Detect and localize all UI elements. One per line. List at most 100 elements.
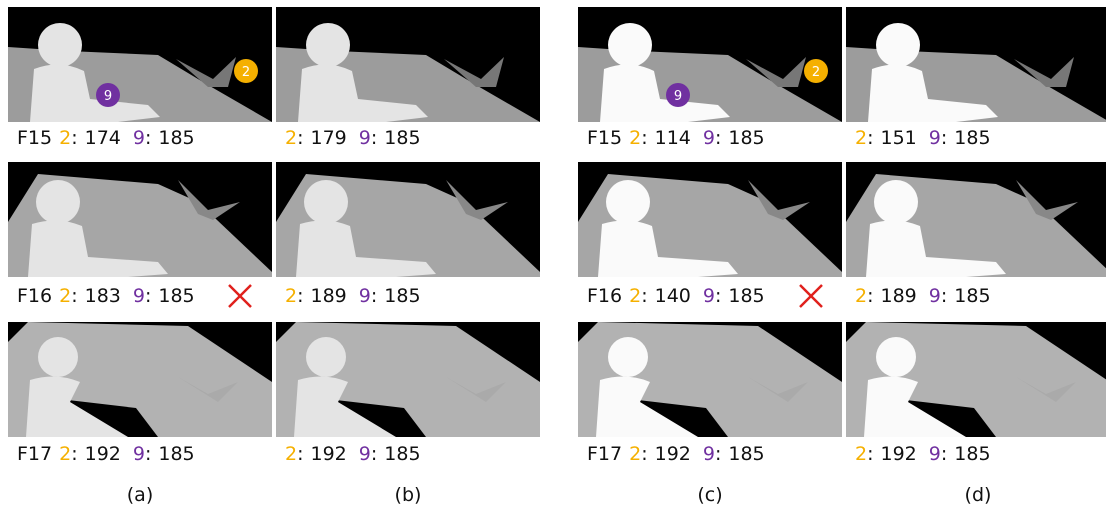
depth-value: 189: [881, 282, 917, 310]
object-id: 9: [929, 124, 941, 152]
depth-value: 185: [384, 282, 420, 310]
separator: :: [867, 124, 873, 152]
depth-image: [8, 322, 272, 437]
separator: :: [867, 282, 873, 310]
person-head: [306, 23, 350, 67]
depth-value: 179: [311, 124, 347, 152]
panel-label: (a): [110, 484, 170, 506]
panel-label: (d): [948, 484, 1008, 506]
depth-value: 192: [881, 440, 917, 468]
object-id: 9: [133, 440, 145, 468]
object-id: 2: [629, 440, 641, 468]
person-head: [608, 23, 652, 67]
separator: :: [297, 440, 303, 468]
separator: :: [715, 282, 721, 310]
depth-image: 92: [578, 7, 842, 122]
caption: 2:1929:185: [855, 440, 991, 468]
frame-label: F15: [587, 124, 622, 152]
object-id: 2: [59, 282, 71, 310]
separator: :: [371, 282, 377, 310]
separator: :: [371, 440, 377, 468]
person-head: [606, 180, 650, 224]
depth-image: [846, 162, 1106, 277]
depth-value: 185: [158, 282, 194, 310]
caption: F152:1749:185: [17, 124, 195, 152]
depth-image: 92: [8, 7, 272, 122]
depth-value: 192: [85, 440, 121, 468]
separator: :: [71, 282, 77, 310]
depth-value: 185: [954, 124, 990, 152]
caption: 2:1899:185: [855, 282, 991, 310]
depth-value: 140: [655, 282, 691, 310]
id-badge-label: 2: [242, 65, 250, 80]
separator: :: [641, 124, 647, 152]
separator: :: [145, 124, 151, 152]
separator: :: [71, 124, 77, 152]
depth-image: [8, 162, 272, 277]
person-head: [306, 337, 346, 377]
depth-image: [276, 322, 540, 437]
depth-value: 189: [311, 282, 347, 310]
depth-image: [578, 322, 842, 437]
depth-value: 185: [954, 282, 990, 310]
depth-value: 185: [158, 440, 194, 468]
error-cross: [229, 285, 251, 307]
separator: :: [941, 124, 947, 152]
depth-image: [276, 162, 540, 277]
object-id: 2: [629, 124, 641, 152]
object-id: 2: [855, 124, 867, 152]
depth-image: [846, 7, 1106, 122]
object-id: 2: [59, 124, 71, 152]
separator: :: [715, 440, 721, 468]
panel-label: (b): [378, 484, 438, 506]
caption: F162:1409:185: [587, 282, 765, 310]
separator: :: [71, 440, 77, 468]
depth-value: 174: [85, 124, 121, 152]
separator: :: [867, 440, 873, 468]
person-head: [36, 180, 80, 224]
object-id: 9: [703, 124, 715, 152]
object-id: 2: [285, 282, 297, 310]
object-id: 2: [59, 440, 71, 468]
object-id: 9: [929, 282, 941, 310]
depth-value: 185: [728, 124, 764, 152]
person-head: [38, 337, 78, 377]
frame-label: F16: [587, 282, 622, 310]
id-badge-label: 9: [104, 89, 112, 104]
error-cross: [800, 285, 822, 307]
object-id: 9: [133, 282, 145, 310]
caption: F172:1929:185: [587, 440, 765, 468]
depth-image: [276, 7, 540, 122]
frame-label: F17: [587, 440, 622, 468]
caption: 2:1519:185: [855, 124, 991, 152]
separator: :: [941, 282, 947, 310]
depth-image: [578, 162, 842, 277]
depth-value: 183: [85, 282, 121, 310]
depth-value: 185: [158, 124, 194, 152]
object-id: 9: [359, 440, 371, 468]
depth-value: 114: [655, 124, 691, 152]
object-id: 9: [359, 124, 371, 152]
object-id: 9: [929, 440, 941, 468]
caption: F152:1149:185: [587, 124, 765, 152]
person-head: [876, 337, 916, 377]
separator: :: [715, 124, 721, 152]
depth-value: 151: [881, 124, 917, 152]
person-head: [876, 23, 920, 67]
object-id: 2: [855, 440, 867, 468]
depth-value: 192: [311, 440, 347, 468]
object-id: 2: [285, 124, 297, 152]
depth-value: 185: [384, 124, 420, 152]
frame-label: F16: [17, 282, 52, 310]
object-id: 2: [629, 282, 641, 310]
separator: :: [297, 282, 303, 310]
person-head: [38, 23, 82, 67]
id-badge-label: 9: [674, 89, 682, 104]
person-head: [304, 180, 348, 224]
object-id: 9: [703, 440, 715, 468]
frame-label: F15: [17, 124, 52, 152]
separator: :: [641, 440, 647, 468]
depth-value: 185: [728, 440, 764, 468]
